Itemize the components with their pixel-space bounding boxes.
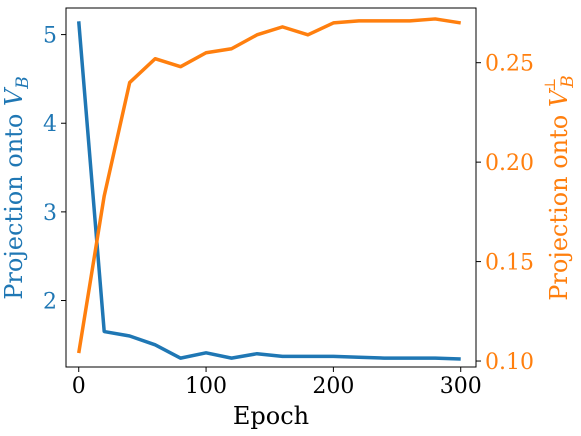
left-series-line [76, 21, 461, 361]
right-axis-title-superscript: ⊥ [541, 78, 559, 92]
x-tick-label: 100 [185, 374, 227, 399]
series-layer [76, 17, 461, 361]
plot-frame [65, 7, 477, 368]
left-axis-title-text: Projection onto [0, 106, 28, 300]
ticks-layer: 0 100 200 300 2 3 4 5 0.10 0.15 0.20 0.25 [43, 24, 534, 399]
right-y-tick-label: 0.15 [485, 251, 534, 276]
right-axis-title-subscript: B [558, 75, 578, 89]
left-y-tick-label: 5 [43, 24, 57, 49]
right-y-tick-label: 0.25 [485, 52, 534, 77]
left-y-tick-label: 4 [43, 112, 57, 137]
left-y-tick-label: 2 [43, 290, 57, 315]
left-axis-title-symbol: V [0, 86, 28, 106]
x-tick-label: 200 [312, 374, 354, 399]
right-axis-title-symbol: V [545, 87, 573, 107]
x-tick-label: 0 [72, 374, 86, 399]
axes-layer [65, 7, 477, 368]
right-series-line [77, 17, 461, 354]
right-y-tick-label: 0.10 [485, 350, 534, 375]
plot-area [66, 8, 476, 367]
left-y-tick-label: 3 [43, 201, 57, 226]
right-y-tick-label: 0.20 [485, 151, 534, 176]
left-axis-title-subscript: B [13, 76, 33, 90]
right-axis-title-text: Projection onto [545, 107, 573, 301]
right-axis-title: Projection onto V⊥B [541, 75, 578, 301]
left-axis-title: Projection onto VB [0, 76, 33, 299]
x-tick-label: 300 [440, 374, 482, 399]
x-axis-title: Epoch [233, 402, 309, 430]
